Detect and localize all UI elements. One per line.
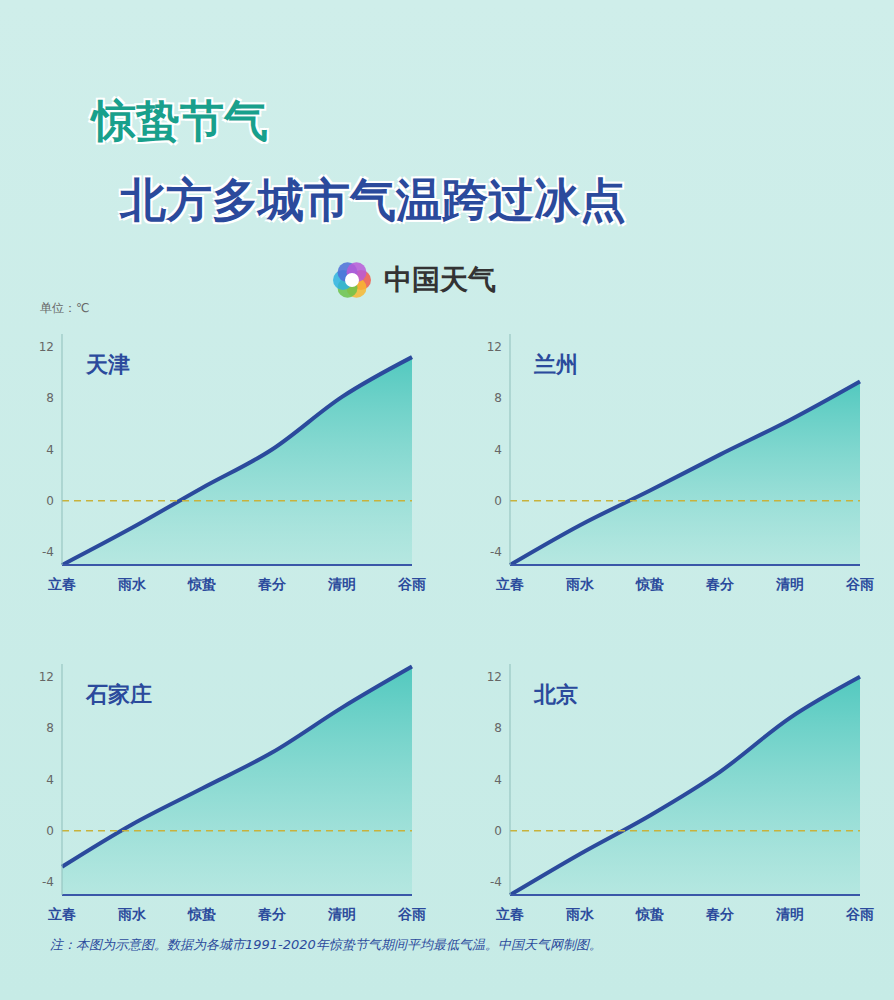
svg-text:清明: 清明 [327, 576, 356, 592]
svg-text:-4: -4 [42, 875, 54, 889]
html-text:石家庄: 石家庄 [86, 682, 152, 707]
svg-text:惊蛰: 惊蛰 [635, 906, 664, 922]
svg-text:8: 8 [46, 721, 54, 735]
svg-text:12: 12 [39, 670, 54, 684]
svg-text:春分: 春分 [257, 906, 287, 922]
svg-text:4: 4 [494, 443, 502, 457]
svg-text:立春: 立春 [495, 576, 524, 592]
svg-text:雨水: 雨水 [565, 906, 595, 922]
svg-text:春分: 春分 [705, 576, 735, 592]
svg-text:0: 0 [494, 824, 502, 838]
svg-text:雨水: 雨水 [117, 906, 147, 922]
html-text:单位：℃: 单位：℃ [40, 301, 90, 315]
svg-text:谷雨: 谷雨 [397, 906, 426, 922]
svg-text:立春: 立春 [47, 576, 76, 592]
svg-text:0: 0 [46, 824, 54, 838]
html-text:惊蛰节气: 惊蛰节气 [92, 95, 268, 146]
svg-text:-4: -4 [490, 545, 502, 559]
svg-text:雨水: 雨水 [565, 576, 595, 592]
svg-text:立春: 立春 [495, 906, 524, 922]
html-text:注：本图为示意图。数据为各城市1991-2020年惊蛰节气期: 注：本图为示意图。数据为各城市1991-2020年惊蛰节气期间平均最低气温。中国… [50, 937, 602, 952]
svg-text:清明: 清明 [775, 906, 804, 922]
svg-text:0: 0 [494, 494, 502, 508]
svg-text:谷雨: 谷雨 [845, 906, 874, 922]
svg-text:-4: -4 [42, 545, 54, 559]
svg-text:8: 8 [46, 391, 54, 405]
svg-text:12: 12 [39, 340, 54, 354]
html-text:北方多城市气温跨过冰点: 北方多城市气温跨过冰点 [120, 173, 626, 227]
svg-text:12: 12 [487, 340, 502, 354]
svg-text:清明: 清明 [327, 906, 356, 922]
svg-text:雨水: 雨水 [117, 576, 147, 592]
svg-text:谷雨: 谷雨 [397, 576, 426, 592]
svg-text:谷雨: 谷雨 [845, 576, 874, 592]
svg-text:-4: -4 [490, 875, 502, 889]
svg-text:惊蛰: 惊蛰 [187, 906, 216, 922]
svg-text:惊蛰: 惊蛰 [187, 576, 216, 592]
html-text:兰州: 兰州 [534, 352, 578, 377]
svg-text:12: 12 [487, 670, 502, 684]
svg-text:立春: 立春 [47, 906, 76, 922]
svg-text:春分: 春分 [705, 906, 735, 922]
svg-text:惊蛰: 惊蛰 [635, 576, 664, 592]
svg-text:4: 4 [46, 773, 54, 787]
html-text:中国天气: 中国天气 [384, 263, 496, 296]
svg-text:8: 8 [494, 391, 502, 405]
svg-text:4: 4 [46, 443, 54, 457]
html-text:北京: 北京 [534, 682, 578, 707]
svg-text:8: 8 [494, 721, 502, 735]
html-text:天津: 天津 [86, 352, 130, 377]
svg-text:4: 4 [494, 773, 502, 787]
svg-text:春分: 春分 [257, 576, 287, 592]
svg-text:清明: 清明 [775, 576, 804, 592]
svg-text:0: 0 [46, 494, 54, 508]
